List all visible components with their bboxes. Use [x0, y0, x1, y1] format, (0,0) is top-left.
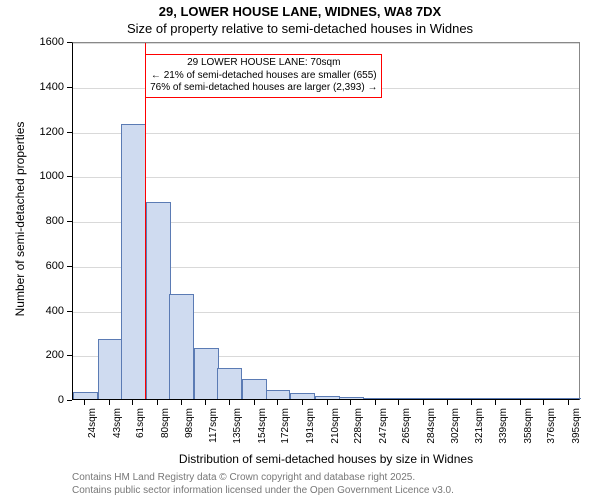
x-tick-label: 247sqm — [378, 408, 389, 444]
x-tick-label: 24sqm — [87, 408, 98, 438]
histogram-bar — [315, 396, 340, 399]
x-tick-mark — [205, 400, 206, 405]
annotation-line: 76% of semi-detached houses are larger (… — [150, 82, 377, 95]
annotation-line: ← 21% of semi-detached houses are smalle… — [150, 70, 377, 83]
y-tick-label: 600 — [0, 260, 64, 272]
x-tick-mark — [423, 400, 424, 405]
x-tick-label: 376sqm — [546, 408, 557, 444]
histogram-bar — [339, 397, 364, 399]
histogram-bar — [532, 398, 557, 399]
x-tick-mark — [327, 400, 328, 405]
annotation-line: 29 LOWER HOUSE LANE: 70sqm — [150, 57, 377, 70]
x-tick-label: 117sqm — [208, 408, 219, 443]
x-tick-label: 284sqm — [426, 408, 437, 444]
x-tick-label: 135sqm — [232, 408, 243, 444]
histogram-bar — [435, 398, 460, 399]
y-tick-mark — [67, 400, 72, 401]
histogram-bar — [169, 294, 194, 399]
x-tick-label: 172sqm — [280, 408, 291, 444]
x-tick-mark — [109, 400, 110, 405]
histogram-bar — [146, 202, 171, 399]
y-tick-label: 1200 — [0, 126, 64, 138]
y-tick-label: 1400 — [0, 81, 64, 93]
plot-area: 29 LOWER HOUSE LANE: 70sqm← 21% of semi-… — [72, 42, 580, 400]
x-tick-mark — [84, 400, 85, 405]
histogram-bar — [121, 124, 146, 399]
chart-container: 29, LOWER HOUSE LANE, WIDNES, WA8 7DX Si… — [0, 0, 600, 500]
x-tick-mark — [398, 400, 399, 405]
x-tick-mark — [471, 400, 472, 405]
x-tick-label: 265sqm — [401, 408, 412, 444]
x-tick-mark — [181, 400, 182, 405]
x-tick-label: 210sqm — [330, 408, 341, 444]
x-tick-mark — [157, 400, 158, 405]
x-tick-label: 154sqm — [257, 408, 268, 444]
histogram-bar — [242, 379, 267, 399]
histogram-bar — [290, 393, 315, 399]
x-tick-label: 228sqm — [353, 408, 364, 444]
x-tick-mark — [375, 400, 376, 405]
y-tick-label: 0 — [0, 394, 64, 406]
gridline — [73, 133, 579, 134]
y-tick-label: 1000 — [0, 170, 64, 182]
x-tick-label: 80sqm — [160, 408, 171, 438]
x-tick-label: 43sqm — [112, 408, 123, 438]
histogram-bar — [483, 398, 508, 399]
x-tick-mark — [229, 400, 230, 405]
x-tick-mark — [350, 400, 351, 405]
histogram-bar — [217, 368, 242, 399]
x-tick-mark — [254, 400, 255, 405]
x-tick-label: 339sqm — [498, 408, 509, 444]
chart-title-line2: Size of property relative to semi-detach… — [0, 21, 600, 36]
histogram-bar — [73, 392, 98, 399]
gridline — [73, 177, 579, 178]
y-tick-label: 800 — [0, 215, 64, 227]
x-tick-mark — [568, 400, 569, 405]
attribution-line2: Contains public sector information licen… — [72, 485, 454, 496]
histogram-bar — [508, 398, 533, 399]
y-tick-label: 200 — [0, 349, 64, 361]
histogram-bar — [98, 339, 123, 399]
x-tick-label: 321sqm — [474, 408, 485, 444]
x-tick-label: 395sqm — [571, 408, 582, 444]
y-tick-label: 400 — [0, 305, 64, 317]
attribution-line1: Contains HM Land Registry data © Crown c… — [72, 472, 415, 483]
x-tick-mark — [495, 400, 496, 405]
y-tick-label: 1600 — [0, 36, 64, 48]
histogram-bar — [412, 398, 437, 399]
x-tick-mark — [302, 400, 303, 405]
x-tick-label: 98sqm — [184, 408, 195, 438]
histogram-bar — [194, 348, 219, 399]
histogram-bar — [387, 398, 412, 399]
x-tick-label: 358sqm — [523, 408, 534, 444]
chart-title-line1: 29, LOWER HOUSE LANE, WIDNES, WA8 7DX — [0, 4, 600, 19]
histogram-bar — [364, 398, 389, 399]
x-tick-mark — [132, 400, 133, 405]
histogram-bar — [460, 398, 485, 399]
histogram-bar — [556, 398, 581, 399]
property-annotation: 29 LOWER HOUSE LANE: 70sqm← 21% of semi-… — [145, 54, 382, 98]
x-tick-label: 191sqm — [305, 408, 316, 444]
x-axis-label: Distribution of semi-detached houses by … — [72, 452, 580, 466]
gridline — [73, 43, 579, 44]
x-tick-label: 302sqm — [450, 408, 461, 444]
x-tick-mark — [520, 400, 521, 405]
histogram-bar — [266, 390, 291, 399]
x-tick-mark — [543, 400, 544, 405]
x-tick-mark — [277, 400, 278, 405]
x-tick-label: 61sqm — [135, 408, 146, 438]
x-tick-mark — [447, 400, 448, 405]
